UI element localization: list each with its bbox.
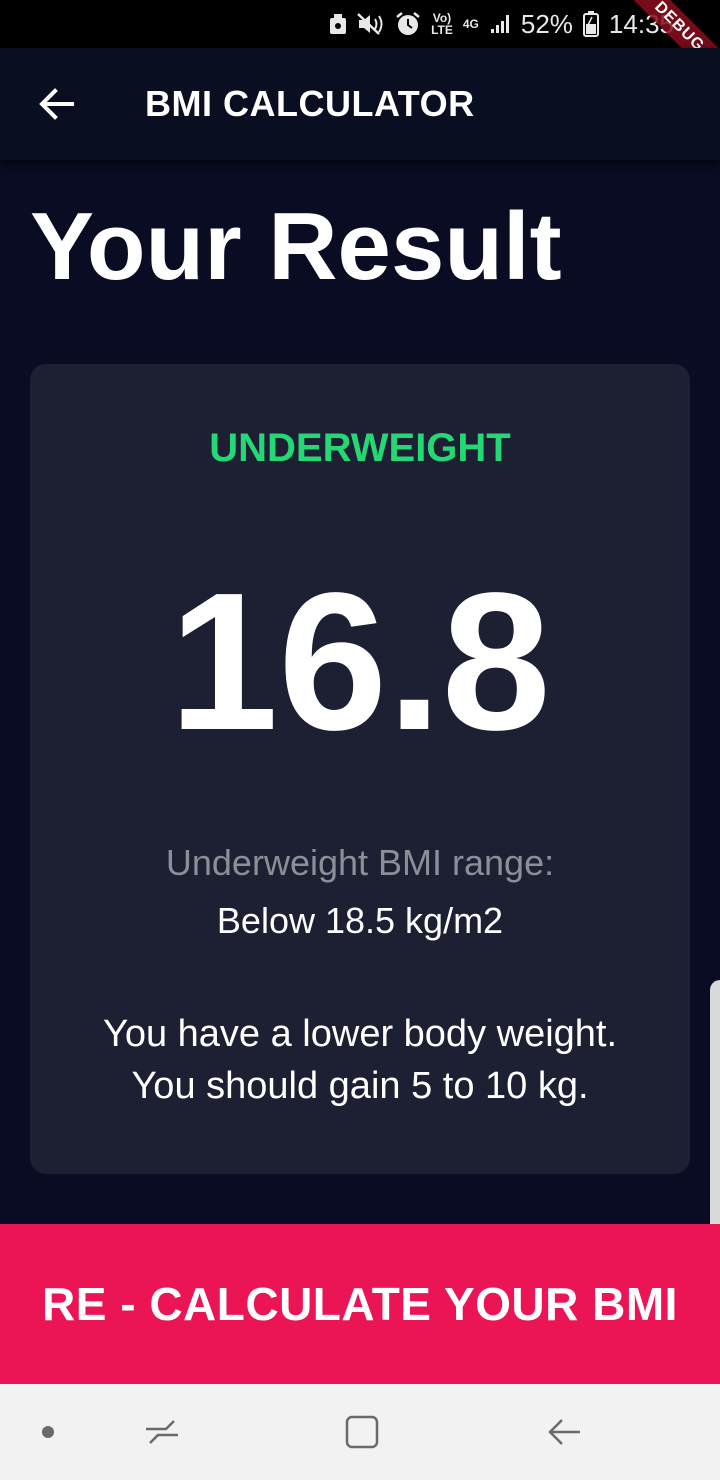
- range-label: Underweight BMI range:: [165, 842, 555, 883]
- nav-dot-button[interactable]: [18, 1384, 78, 1480]
- advice-text: You have a lower body weight. You should…: [30, 1008, 690, 1112]
- home-icon: [345, 1415, 379, 1449]
- range-value: Below 18.5 kg/m2: [216, 900, 504, 941]
- back-button[interactable]: [0, 48, 112, 160]
- status-bar: Vo) LTE 4G 52% 14:35 DEBUG: [0, 0, 720, 90]
- nav-recents-button[interactable]: [122, 1384, 202, 1480]
- signal-icon: [489, 13, 511, 35]
- battery-icon: [582, 11, 599, 37]
- back-icon: [548, 1419, 580, 1445]
- dot-icon: [42, 1426, 54, 1438]
- app-bar: BMI CALCULATOR: [0, 48, 720, 160]
- advice-line-2: You should gain 5 to 10 kg.: [131, 1065, 589, 1107]
- arrow-left-icon: [39, 88, 74, 120]
- navigation-bar: [0, 1384, 720, 1480]
- app-title: BMI CALCULATOR: [145, 83, 475, 124]
- volte-indicator: Vo) LTE: [431, 11, 453, 37]
- advice-line-1: You have a lower body weight.: [102, 1013, 618, 1055]
- recalculate-button[interactable]: RE - CALCULATE YOUR BMI: [0, 1224, 720, 1384]
- edge-panel-handle[interactable]: [710, 980, 720, 1270]
- battery-percent: 52%: [520, 8, 573, 39]
- mute-icon: [357, 12, 385, 36]
- network-type: 4G: [462, 17, 479, 31]
- result-category: UNDERWEIGHT: [209, 426, 511, 470]
- usb-icon: [329, 13, 347, 35]
- nav-home-button[interactable]: [322, 1384, 402, 1480]
- bmi-value: 16.8: [169, 552, 551, 771]
- page-title: Your Result: [30, 193, 562, 300]
- nav-back-button[interactable]: [524, 1384, 604, 1480]
- alarm-icon: [395, 11, 421, 37]
- result-card: UNDERWEIGHT 16.8 Underweight BMI range: …: [30, 364, 690, 1174]
- recents-icon: [146, 1420, 178, 1444]
